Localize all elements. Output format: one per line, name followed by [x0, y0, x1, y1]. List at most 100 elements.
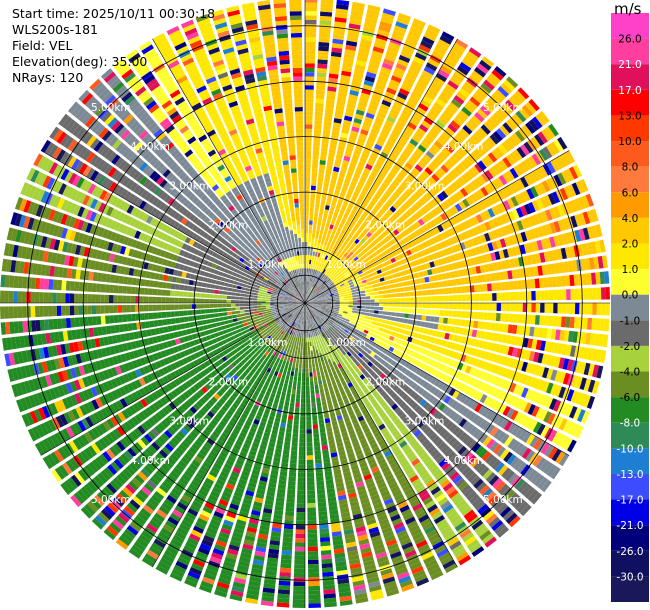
- velocity-gate: [215, 585, 229, 594]
- velocity-gate: [437, 94, 449, 104]
- velocity-gate: [465, 121, 476, 132]
- velocity-gate: [551, 448, 562, 462]
- velocity-gate: [310, 346, 313, 351]
- velocity-gate: [365, 13, 379, 21]
- velocity-gate: [398, 54, 411, 63]
- velocity-gate: [363, 79, 374, 87]
- velocity-gate: [366, 108, 377, 116]
- velocity-gate: [411, 89, 423, 98]
- velocity-gate: [314, 269, 318, 275]
- velocity-gate: [492, 414, 502, 425]
- velocity-gate: [475, 330, 482, 339]
- velocity-gate: [284, 332, 288, 337]
- velocity-gate: [579, 361, 587, 375]
- velocity-gate: [509, 258, 516, 268]
- velocity-gate: [312, 251, 316, 257]
- velocity-gate: [326, 301, 332, 303]
- velocity-gate: [328, 187, 335, 194]
- velocity-gate: [425, 479, 436, 488]
- velocity-gate: [470, 475, 481, 486]
- velocity-gate: [371, 380, 378, 387]
- velocity-gate: [435, 72, 448, 83]
- velocity-gate: [418, 489, 429, 498]
- velocity-gate: [530, 186, 539, 198]
- velocity-gate: [326, 95, 336, 101]
- velocity-gate: [306, 472, 315, 478]
- velocity-gate: [368, 580, 381, 588]
- velocity-gate: [402, 323, 408, 329]
- velocity-gate: [331, 215, 337, 222]
- velocity-gate: [341, 345, 346, 350]
- velocity-gate: [224, 556, 237, 564]
- velocity-gate: [457, 163, 467, 173]
- velocity-gate: [475, 416, 485, 427]
- velocity-gate: [359, 96, 369, 104]
- velocity-gate: [352, 305, 358, 308]
- velocity-gate: [320, 155, 327, 161]
- velocity-gate: [531, 170, 541, 182]
- velocity-gate: [513, 257, 520, 268]
- velocity-gate: [382, 147, 391, 155]
- velocity-gate: [598, 333, 604, 347]
- velocity-gate: [477, 370, 484, 379]
- velocity-gate: [495, 313, 501, 322]
- velocity-gate: [351, 195, 358, 202]
- velocity-gate: [343, 398, 350, 405]
- velocity-gate: [354, 64, 366, 71]
- velocity-gate: [393, 395, 401, 403]
- velocity-gate: [211, 515, 223, 523]
- velocity-gate: [334, 307, 340, 310]
- velocity-gate: [323, 382, 328, 389]
- velocity-gate: [360, 465, 370, 473]
- velocity-gate: [486, 438, 496, 449]
- velocity-gate: [421, 120, 432, 129]
- velocity-gate: [368, 438, 377, 446]
- velocity-gate: [380, 427, 389, 435]
- velocity-gate: [447, 279, 453, 287]
- velocity-gate: [265, 361, 271, 368]
- velocity-gate: [319, 277, 323, 282]
- velocity-gate: [445, 507, 457, 517]
- velocity-gate: [474, 163, 484, 173]
- velocity-gate: [418, 185, 427, 194]
- velocity-gate: [449, 540, 462, 551]
- velocity-gate: [361, 501, 371, 509]
- velocity-gate: [382, 261, 389, 267]
- velocity-gate: [342, 225, 348, 231]
- velocity-gate: [272, 345, 277, 351]
- velocity-gate: [268, 548, 280, 555]
- velocity-gate: [429, 407, 438, 416]
- velocity-gate: [347, 322, 353, 327]
- velocity-gate: [516, 501, 529, 514]
- velocity-gate: [430, 377, 438, 385]
- velocity-gate: [389, 335, 395, 341]
- velocity-gate: [408, 313, 414, 319]
- velocity-gate: [449, 378, 457, 387]
- velocity-gate: [274, 509, 284, 516]
- velocity-gate: [383, 580, 397, 589]
- velocity-gate: [380, 568, 393, 576]
- velocity-gate: [551, 431, 562, 444]
- velocity-gate: [181, 494, 192, 503]
- velocity-gate: [328, 148, 336, 154]
- velocity-gate: [499, 105, 511, 117]
- velocity-gate: [398, 456, 408, 465]
- velocity-gate: [459, 145, 469, 156]
- velocity-gate: [335, 482, 344, 488]
- velocity-gate: [309, 303, 314, 305]
- velocity-gate: [579, 288, 584, 300]
- velocity-gate: [317, 252, 321, 258]
- velocity-gate: [337, 199, 343, 205]
- velocity-gate: [443, 264, 450, 272]
- velocity-gate: [314, 290, 318, 295]
- velocity-gate: [459, 242, 466, 251]
- velocity-gate: [370, 267, 377, 273]
- velocity-gate: [568, 166, 579, 180]
- velocity-gate: [403, 236, 410, 244]
- velocity-gate: [298, 310, 302, 315]
- velocity-gate: [535, 198, 544, 210]
- velocity-gate: [278, 584, 291, 591]
- velocity-gate: [322, 217, 327, 223]
- velocity-gate: [330, 366, 336, 372]
- velocity-gate: [356, 308, 362, 312]
